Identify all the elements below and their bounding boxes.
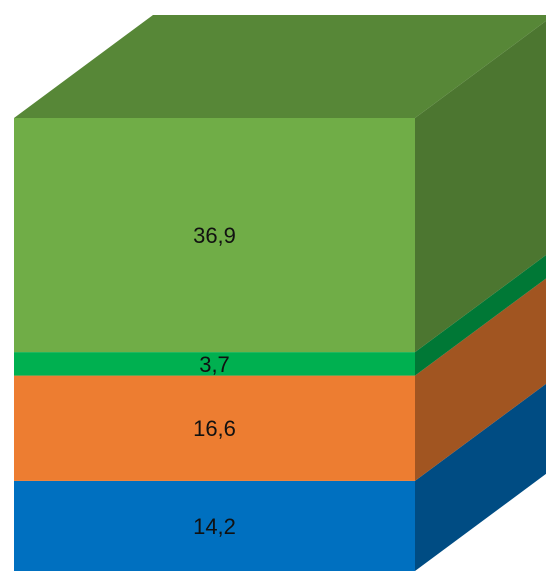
data-label-segment-2: 16,6 (193, 416, 236, 441)
data-labels: 14,2 16,6 3,7 36,9 (193, 223, 236, 539)
segment-3-side-face (415, 255, 546, 376)
segment-4-top-face (14, 15, 546, 118)
segment-2-front-face (14, 375, 415, 481)
data-label-segment-1: 14,2 (193, 514, 236, 539)
segment-2-side-face (415, 278, 546, 481)
segment-1-front-face (14, 480, 415, 571)
data-label-segment-3: 3,7 (199, 352, 230, 377)
segment-4-side-face (415, 20, 546, 353)
segment-1-side-face (415, 383, 546, 571)
cube-segments (14, 15, 546, 571)
segment-3-front-face (14, 352, 415, 376)
segment-4-front-face (14, 118, 415, 353)
data-label-segment-4: 36,9 (193, 223, 236, 248)
